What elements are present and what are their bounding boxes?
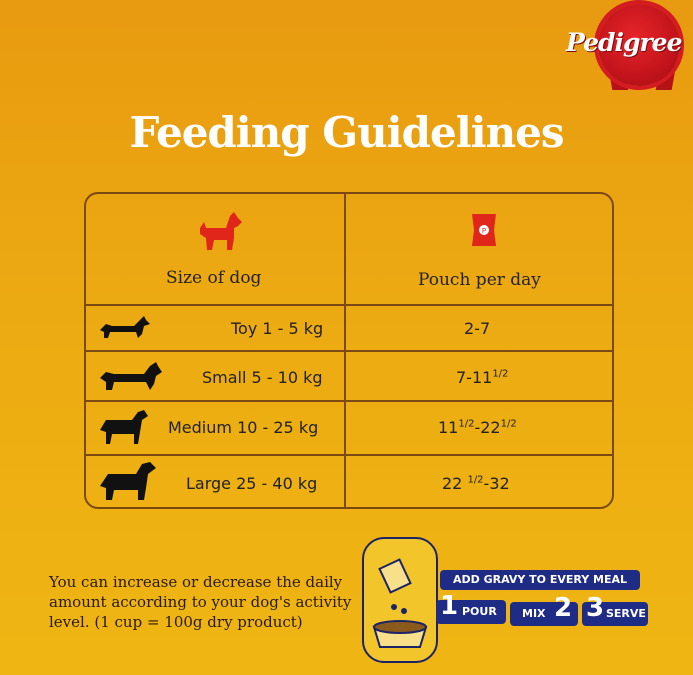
row-divider [86,304,612,306]
dog-medium-icon [100,410,148,444]
pedigree-logo: Pedigree [562,4,693,90]
row-divider [86,400,612,402]
dog-icon [200,212,242,250]
header-pouch: Pouch per day [418,270,541,290]
pouch-icon: P [472,214,496,246]
pouch-toy: 2-7 [464,319,491,338]
bowl-icon [372,558,428,648]
header-size: Size of dog [166,268,262,288]
step-serve: 3 SERVE [582,595,648,626]
dog-small-icon [100,362,162,390]
logo-text: Pedigree [566,28,682,57]
pouch-medium: 111/2-221/2 [438,418,517,437]
size-medium: Medium 10 - 25 kg [168,418,319,437]
pouch-large: 22 1/2-32 [442,474,510,493]
feeding-table: P Size of dog Pouch per day Toy 1 - 5 kg… [84,192,614,509]
page-title: Feeding Guidelines [129,108,564,157]
logo-seal [598,4,680,86]
pouch-small: 7-111/2 [456,368,509,387]
feeding-note: You can increase or decrease the daily a… [49,573,352,631]
dog-large-icon [100,462,156,500]
svg-text:P: P [482,227,486,235]
step-pour: 1 POUR [436,593,506,624]
size-toy: Toy 1 - 5 kg [231,319,324,338]
size-large: Large 25 - 40 kg [186,474,318,493]
gravy-banner: ADD GRAVY TO EVERY MEAL [440,570,640,590]
dachshund-icon [100,316,150,338]
row-divider [86,350,612,352]
step-mix: MIX 2 [510,595,578,626]
size-small: Small 5 - 10 kg [202,368,323,387]
row-divider [86,454,612,456]
serving-illustration [362,537,438,663]
